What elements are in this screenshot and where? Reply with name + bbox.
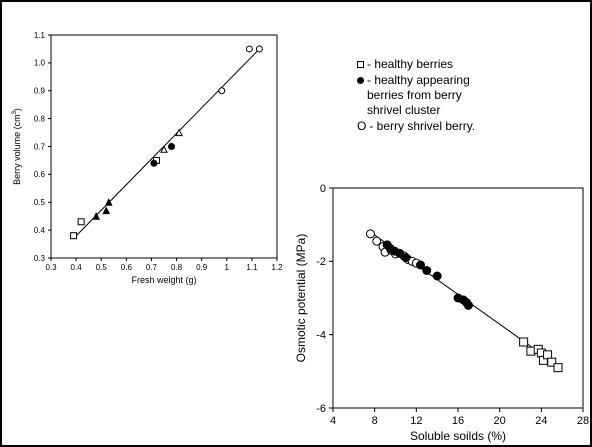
data-point-open-square — [77, 218, 85, 226]
x-tick-label: 1.2 — [271, 263, 283, 272]
y-tick-label: 0.8 — [34, 114, 46, 123]
y-tick-label: -2 — [316, 256, 326, 268]
x-tick-label: 0.9 — [196, 263, 208, 272]
y-axis-label: Osmotic potential (MPa) — [294, 234, 308, 363]
open-square-icon — [357, 61, 364, 68]
y-tick-label: -6 — [316, 403, 326, 415]
x-tick-label: 16 — [452, 415, 464, 427]
y-tick-label: 1.0 — [34, 59, 46, 68]
y-tick-label: 0 — [320, 183, 326, 195]
x-tick-label: 0.4 — [71, 263, 83, 272]
y-tick-label: 0.4 — [34, 226, 46, 235]
x-tick-label: 1.1 — [246, 263, 258, 272]
x-axis-label: Fresh weight (g) — [131, 275, 196, 285]
fit-line — [73, 48, 260, 239]
y-tick-label: 0.5 — [34, 198, 46, 207]
data-point-filled-circle — [401, 253, 411, 263]
data-point-open-triangle — [160, 145, 168, 153]
data-point-filled-circle — [463, 300, 473, 310]
data-point-filled-circle — [395, 248, 405, 258]
x-tick-label: 28 — [577, 415, 589, 427]
legend-item-healthy: - healthy berries — [357, 57, 587, 72]
data-point-open-square — [519, 337, 529, 347]
x-tick-label: 8 — [372, 415, 378, 427]
data-point-filled-triangle — [104, 198, 113, 206]
data-point-filled-circle — [168, 143, 176, 150]
y-tick-label: 1.1 — [34, 31, 46, 40]
x-tick-label: 0.7 — [146, 263, 158, 272]
data-point-open-square — [547, 357, 557, 367]
y-tick-label: 0.6 — [34, 170, 46, 179]
data-point-open-square — [543, 350, 553, 360]
y-tick-label: 0.3 — [34, 254, 46, 263]
data-point-filled-circle — [422, 266, 432, 275]
y-axis-label: Berry volume (cm3) — [12, 108, 22, 185]
legend-label-healthy: - healthy berries — [367, 57, 454, 71]
filled-circle-icon — [357, 77, 364, 84]
data-point-open-square — [553, 363, 563, 373]
x-tick-label: 1 — [225, 263, 230, 272]
data-point-filled-circle — [416, 260, 425, 270]
x-tick-label: 24 — [535, 415, 547, 427]
x-tick-label: 0.6 — [121, 263, 133, 272]
legend-label-shrivel: - berry shrivel berry. — [369, 119, 476, 133]
x-axis-label: Soluble soilds (%) — [410, 429, 506, 443]
data-point-filled-triangle — [102, 206, 111, 215]
letter-o-icon: O — [357, 119, 367, 133]
data-point-filled-triangle — [92, 212, 101, 220]
x-tick-label: 20 — [494, 415, 506, 427]
legend: - healthy berries - healthy appearing be… — [357, 57, 587, 135]
x-tick-label: 0.5 — [96, 263, 108, 272]
x-tick-label: 4 — [330, 415, 336, 427]
data-point-open-circle — [255, 45, 263, 53]
data-point-open-circle — [245, 45, 253, 53]
legend-item-cluster: - healthy appearing berries from berry s… — [357, 73, 587, 118]
data-point-open-triangle — [175, 128, 183, 137]
data-point-open-square — [70, 232, 78, 240]
data-point-open-circle — [366, 229, 375, 239]
data-point-filled-circle — [432, 271, 442, 281]
x-tick-label: 12 — [410, 415, 422, 427]
legend-item-shrivel: O - berry shrivel berry. — [357, 119, 587, 134]
y-tick-label: 0.9 — [34, 87, 46, 96]
data-point-open-circle — [218, 87, 226, 95]
x-tick-label: 0.3 — [45, 263, 57, 272]
data-point-open-circle — [372, 236, 382, 246]
y-tick-label: 0.7 — [34, 142, 46, 151]
y-tick-label: -4 — [316, 330, 326, 342]
data-point-filled-circle — [150, 159, 158, 167]
legend-label-cluster: - healthy appearing berries from berry s… — [367, 73, 470, 117]
x-tick-label: 0.8 — [171, 263, 183, 272]
